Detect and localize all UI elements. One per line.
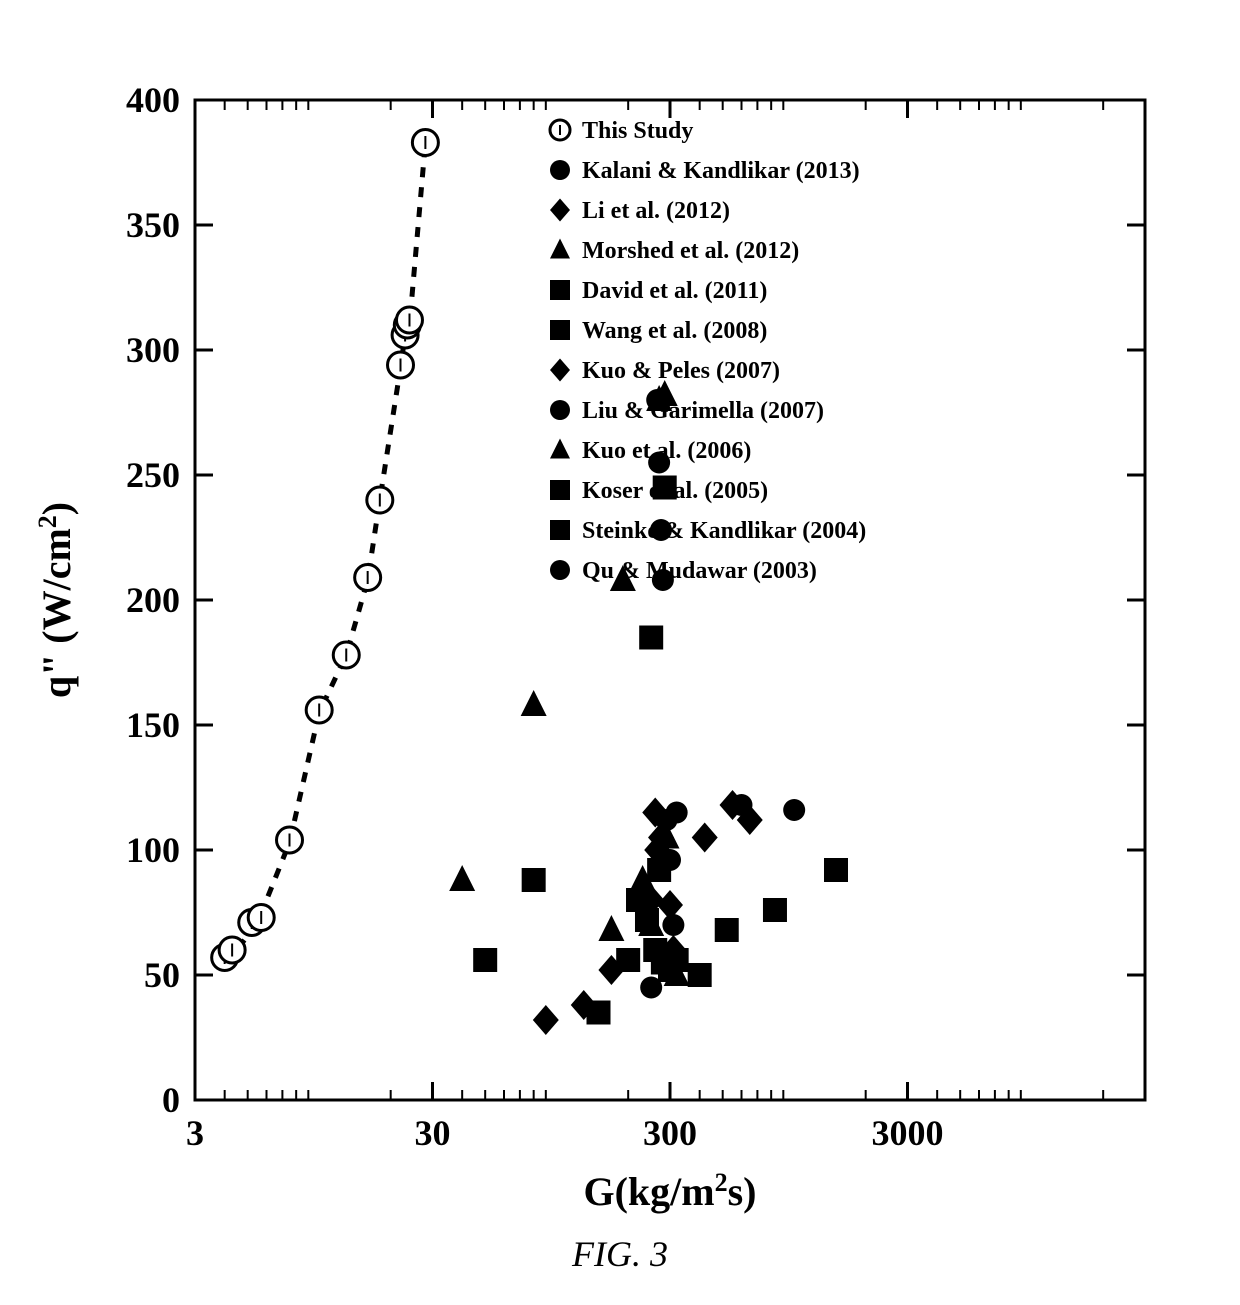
y-tick-label: 200 [126, 580, 180, 620]
legend-label: Qu & Mudawar (2003) [582, 558, 817, 584]
legend-label: Wang et al. (2008) [582, 318, 767, 344]
legend-marker [550, 120, 570, 140]
y-tick-label: 0 [162, 1080, 180, 1120]
legend-marker [550, 280, 570, 300]
legend-label: Steinke & Kandlikar (2004) [582, 518, 866, 544]
y-axis-label: q" (W/cm2) [33, 502, 79, 698]
legend-label: David et al. (2011) [582, 278, 767, 304]
legend-label: Kuo et al. (2006) [582, 438, 751, 464]
legend-label: Koser et al. (2005) [582, 478, 768, 504]
y-tick-label: 350 [126, 205, 180, 245]
legend-label: This Study [582, 118, 693, 144]
x-tick-label: 3 [186, 1113, 204, 1153]
y-tick-label: 150 [126, 705, 180, 745]
legend-marker [550, 480, 570, 500]
legend-marker [550, 320, 570, 340]
chart-container: 0 50 100 150 200 250 300 350 400 3 30 300 3000 q" (W/… [0, 0, 1240, 1305]
x-tick-label: 300 [643, 1113, 697, 1153]
figure-caption: FIG. 3 [0, 1233, 1240, 1275]
y-tick-label: 100 [126, 830, 180, 870]
y-tick-label: 400 [126, 80, 180, 120]
chart-svg: 0 50 100 150 200 250 300 350 400 3 30 300 3000 q" (W/… [0, 0, 1240, 1305]
y-tick-label: 50 [144, 955, 180, 995]
legend-label: Li et al. (2012) [582, 198, 730, 224]
legend-marker [550, 520, 570, 540]
legend-label: Kalani & Kandlikar (2013) [582, 158, 860, 184]
legend-marker [550, 160, 570, 180]
y-tick-label: 250 [126, 455, 180, 495]
x-tick-label: 30 [415, 1113, 451, 1153]
legend-marker [550, 400, 570, 420]
legend-label: Liu & Garimella (2007) [582, 398, 824, 424]
legend-label: Kuo & Peles (2007) [582, 358, 780, 384]
legend-label: Morshed et al. (2012) [582, 238, 799, 264]
legend-marker [550, 560, 570, 580]
y-tick-label: 300 [126, 330, 180, 370]
x-axis-label: G(kg/m2s) [583, 1168, 756, 1214]
x-tick-label: 3000 [872, 1113, 944, 1153]
